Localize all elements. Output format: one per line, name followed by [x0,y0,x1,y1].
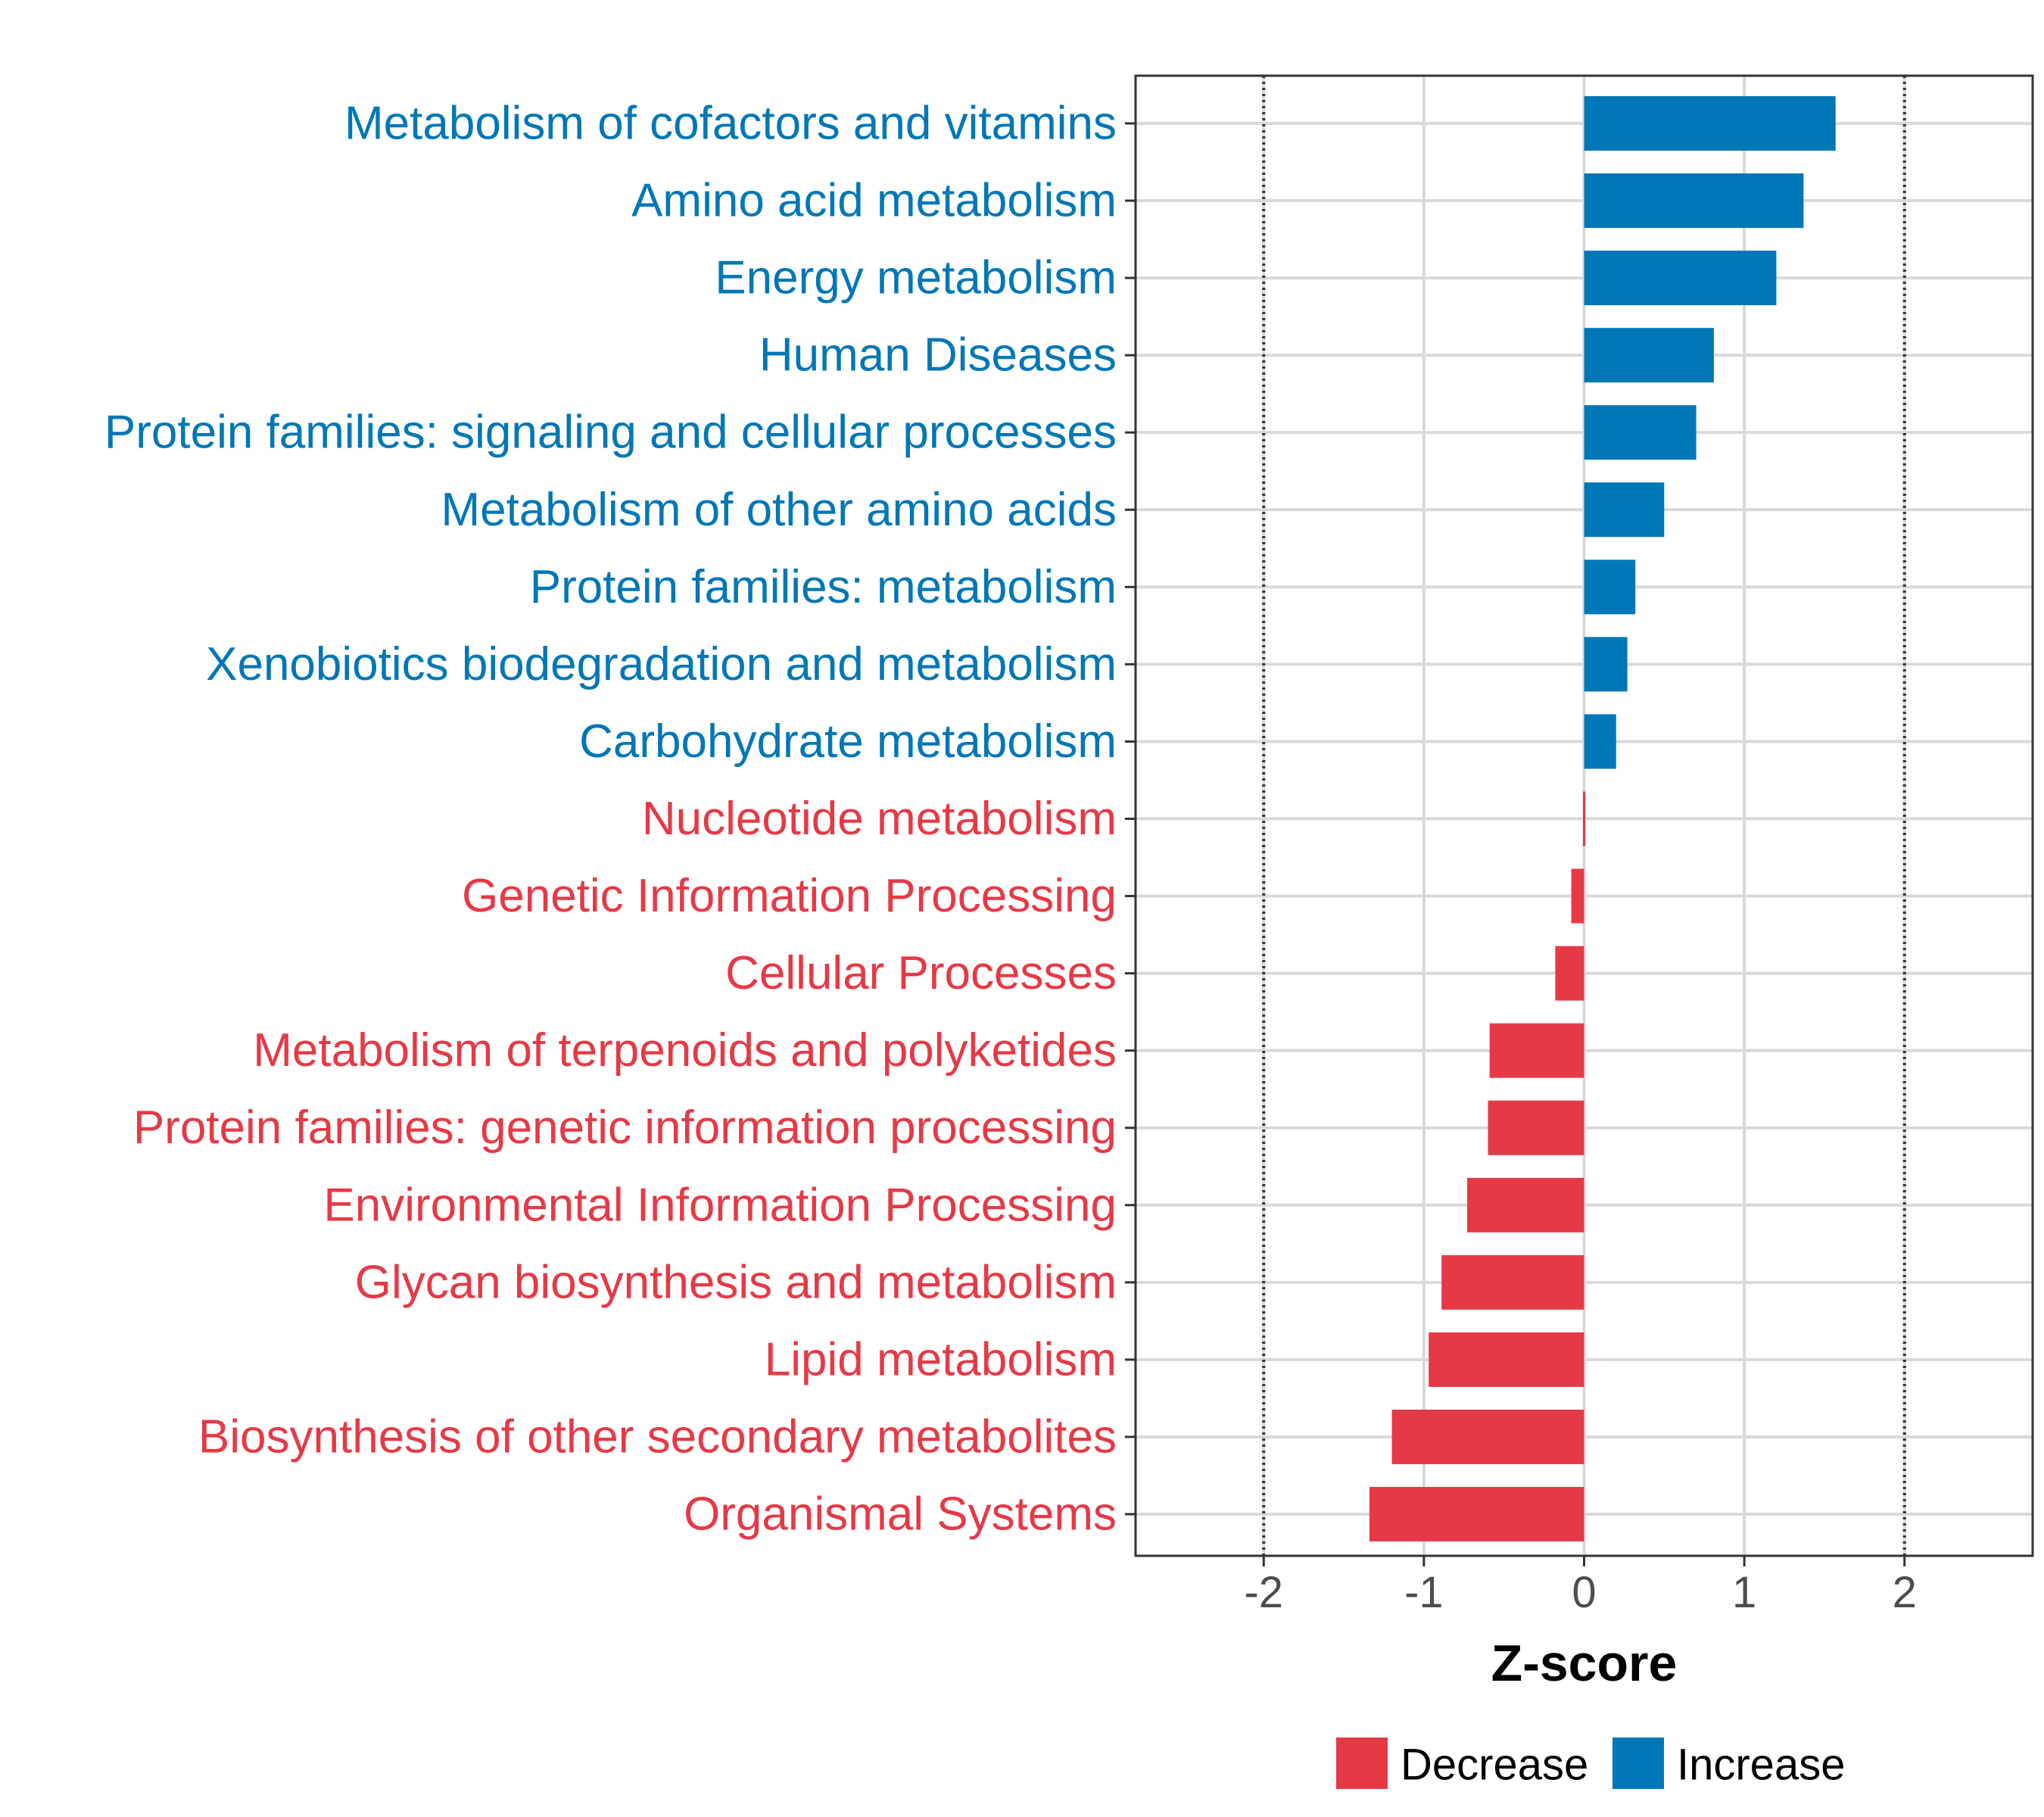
legend-label-decrease: Decrease [1401,1741,1588,1790]
legend-swatch-increase [1612,1738,1664,1789]
bar-metabolism-of-other-amino-acids [1584,482,1665,538]
y-tick-label: Lipid metabolism [765,1333,1117,1385]
y-tick-label: Metabolism of cofactors and vitamins [344,98,1117,150]
y-tick-label: Glycan biosynthesis and metabolism [355,1256,1117,1308]
bar-protein-families-genetic-information-processing [1488,1100,1584,1155]
legend-swatch-decrease [1336,1738,1388,1789]
x-axis-title: Z-score [1491,1635,1678,1692]
y-tick-label: Biosynthesis of other secondary metaboli… [198,1410,1117,1463]
bar-metabolism-of-terpenoids-and-polyketides [1489,1023,1584,1078]
y-tick-label: Environmental Information Processing [323,1179,1117,1231]
bar-nucleotide-metabolism [1583,791,1585,846]
bar-metabolism-of-cofactors-and-vitamins [1584,96,1836,151]
y-tick-label: Metabolism of other amino acids [441,484,1117,536]
x-tick-label: 0 [1572,1568,1596,1617]
bar-cellular-processes [1555,946,1584,1001]
y-tick-label: Carbohydrate metabolism [579,715,1117,768]
bar-amino-acid-metabolism [1584,173,1804,229]
bar-glycan-biosynthesis-and-metabolism [1441,1254,1584,1310]
y-tick-label: Protein families: genetic information pr… [133,1102,1117,1154]
y-tick-label: Xenobiotics biodegradation and metabolis… [206,638,1117,690]
bar-protein-families-metabolism [1584,559,1636,615]
y-tick-label: Genetic Information Processing [462,870,1117,922]
y-tick-label: Nucleotide metabolism [642,793,1117,845]
x-tick-label: 1 [1732,1568,1756,1617]
bar-human-diseases [1584,328,1714,383]
x-tick-label: -2 [1244,1568,1283,1617]
bar-protein-families-signaling-and-cellular-processes [1584,405,1697,460]
y-tick-label: Organismal Systems [684,1488,1117,1541]
y-tick-label: Cellular Processes [725,947,1117,999]
y-tick-label: Protein families: signaling and cellular… [104,407,1117,459]
legend: Decrease Increase [1336,1738,1845,1790]
bar-xenobiotics-biodegradation-and-metabolism [1584,637,1628,692]
x-axis-ticks: -2 -1 0 1 2 [1244,1556,1917,1617]
bar-genetic-information-processing [1571,868,1584,924]
y-axis-ticks [1125,122,1136,1516]
y-tick-label: Human Diseases [759,329,1117,382]
bar-lipid-metabolism [1429,1332,1584,1387]
bars [1369,96,1836,1541]
bar-environmental-information-processing [1467,1177,1584,1233]
y-axis-labels: Metabolism of cofactors and vitamins Amin… [104,98,1117,1541]
reference-lines [1262,76,1906,1556]
y-tick-label: Metabolism of terpenoids and polyketides [253,1024,1117,1077]
x-tick-label: -1 [1404,1568,1444,1617]
bar-carbohydrate-metabolism [1584,714,1616,769]
y-tick-label: Protein families: metabolism [530,561,1117,613]
bar-energy-metabolism [1584,251,1777,306]
y-tick-label: Amino acid metabolism [631,175,1117,227]
y-tick-label: Energy metabolism [715,252,1117,304]
bar-organismal-systems [1369,1487,1584,1541]
legend-label-increase: Increase [1677,1741,1845,1790]
x-tick-label: 2 [1893,1568,1917,1617]
bar-biosynthesis-of-other-secondary-metabolites [1391,1409,1584,1464]
